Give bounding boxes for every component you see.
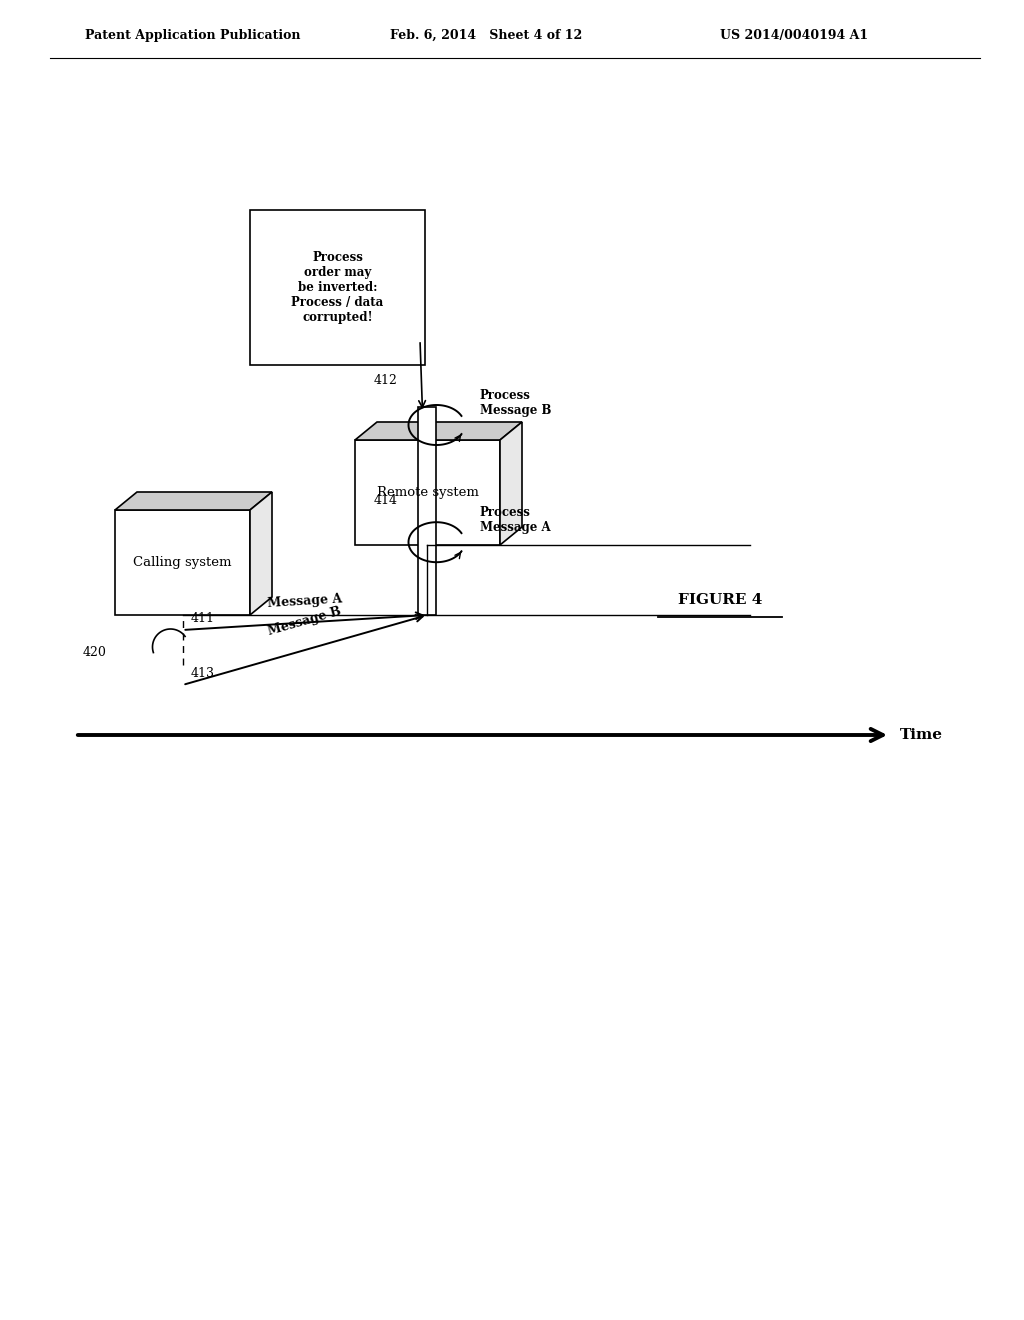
Text: 414: 414 [374, 494, 397, 507]
Text: Calling system: Calling system [133, 556, 231, 569]
Text: 411: 411 [190, 612, 214, 624]
Text: 413: 413 [190, 667, 214, 680]
Text: Patent Application Publication: Patent Application Publication [85, 29, 300, 41]
Text: Process
Message B: Process Message B [479, 389, 551, 417]
Polygon shape [419, 407, 436, 615]
Text: US 2014/0040194 A1: US 2014/0040194 A1 [720, 29, 868, 41]
Text: Process
order may
be inverted:
Process / data
corrupted!: Process order may be inverted: Process /… [292, 251, 384, 323]
FancyBboxPatch shape [250, 210, 425, 366]
Polygon shape [355, 422, 522, 440]
Polygon shape [115, 510, 250, 615]
Text: Time: Time [900, 729, 943, 742]
Text: Process
Message A: Process Message A [479, 506, 550, 535]
Text: Message A: Message A [267, 593, 343, 610]
Text: 412: 412 [374, 374, 397, 387]
Text: Feb. 6, 2014   Sheet 4 of 12: Feb. 6, 2014 Sheet 4 of 12 [390, 29, 583, 41]
Polygon shape [250, 492, 272, 615]
Text: Remote system: Remote system [377, 486, 478, 499]
Polygon shape [355, 440, 500, 545]
Polygon shape [500, 422, 522, 545]
Polygon shape [115, 492, 272, 510]
Text: Message B: Message B [267, 605, 343, 638]
Text: FIGURE 4: FIGURE 4 [678, 593, 762, 607]
Text: 420: 420 [83, 647, 106, 660]
